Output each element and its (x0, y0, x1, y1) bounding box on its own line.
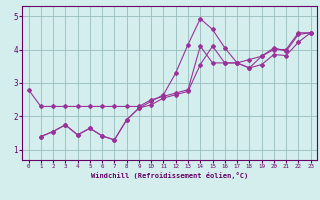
X-axis label: Windchill (Refroidissement éolien,°C): Windchill (Refroidissement éolien,°C) (91, 172, 248, 179)
